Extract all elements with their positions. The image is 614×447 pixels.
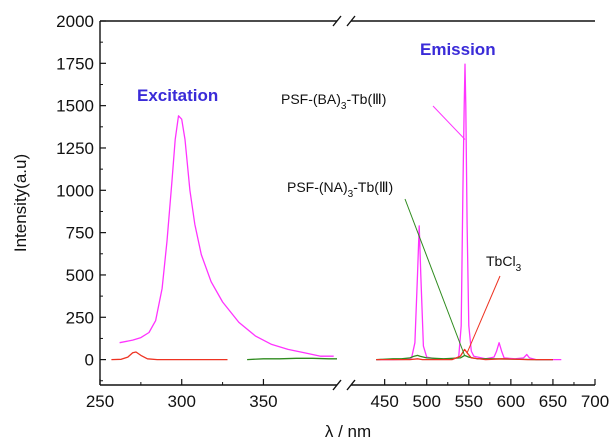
x-tick-label: 700 [581,392,609,411]
y-tick-label: 750 [66,224,94,243]
plot-frame [99,15,595,391]
axis-break-bottom [332,379,356,391]
series-lines [111,63,562,361]
y-tick-label: 1000 [56,181,94,200]
x-axis-ticks: 250 300 350 450 500 550 600 650 700 [86,379,609,411]
x-tick-label: 500 [413,392,441,411]
x-tick-label: 450 [370,392,398,411]
na-leader-line [404,198,466,356]
series-line-ba-excitation [119,115,334,357]
x-tick-label: 350 [249,392,277,411]
emission-label: Emission [420,40,496,59]
y-tick-label: 1750 [56,54,94,73]
tbcl3-label: TbCl3 [486,253,522,274]
ba-leader-line [432,105,466,140]
y-tick-label: 500 [66,266,94,285]
annotation-leaders [404,105,501,356]
excitation-label: Excitation [137,86,218,105]
y-tick-label: 2000 [56,12,94,31]
y-tick-label: 1250 [56,139,94,158]
series-line-ba-emission [376,63,562,361]
y-tick-label: 1500 [56,97,94,116]
x-axis-title: λ / nm [325,422,371,441]
series-line-tbcl3-emission [376,348,553,361]
axis-break-top [332,15,356,27]
y-axis-title: Intensity(a.u) [11,154,30,252]
x-tick-label: 650 [539,392,567,411]
x-tick-label: 600 [497,392,525,411]
series-line-tbcl3-excitation [111,351,228,361]
na-complex-label: PSF-(NA)3-Tb(Ⅲ) [287,179,393,200]
series-line-na-excitation [247,357,337,361]
x-tick-label: 300 [168,392,196,411]
ba-complex-label: PSF-(BA)3-Tb(Ⅲ) [281,91,386,112]
x-tick-label: 250 [86,392,114,411]
tbcl3-leader-line [466,275,501,354]
x-tick-label: 550 [455,392,483,411]
y-axis-ticks: 0 250 500 750 1000 1250 1500 1750 2000 [56,12,106,382]
y-tick-label: 250 [66,308,94,327]
y-tick-label: 0 [85,351,94,370]
